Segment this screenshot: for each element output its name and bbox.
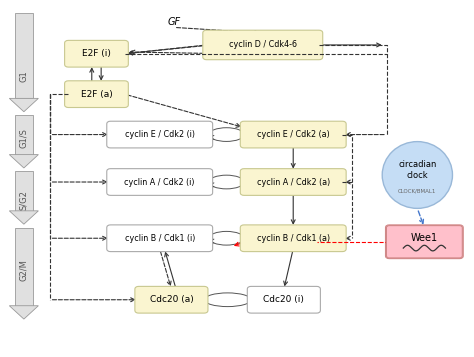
Text: cyclin B / Cdk1 (a): cyclin B / Cdk1 (a) xyxy=(256,234,330,243)
FancyBboxPatch shape xyxy=(15,228,33,306)
Text: Cdc20 (a): Cdc20 (a) xyxy=(149,295,193,304)
FancyBboxPatch shape xyxy=(240,169,346,195)
Polygon shape xyxy=(9,155,38,168)
FancyBboxPatch shape xyxy=(107,121,213,148)
FancyBboxPatch shape xyxy=(64,40,128,67)
Ellipse shape xyxy=(209,175,244,189)
FancyBboxPatch shape xyxy=(107,169,213,195)
FancyBboxPatch shape xyxy=(386,226,462,258)
FancyBboxPatch shape xyxy=(203,30,323,60)
Ellipse shape xyxy=(204,293,251,307)
FancyBboxPatch shape xyxy=(135,286,208,313)
Text: cyclin E / Cdk2 (a): cyclin E / Cdk2 (a) xyxy=(257,130,329,139)
Text: Cdc20 (i): Cdc20 (i) xyxy=(264,295,304,304)
FancyBboxPatch shape xyxy=(107,225,213,252)
FancyBboxPatch shape xyxy=(385,225,463,258)
FancyBboxPatch shape xyxy=(247,286,320,313)
Text: cyclin A / Cdk2 (i): cyclin A / Cdk2 (i) xyxy=(125,177,195,186)
Text: G1/S: G1/S xyxy=(19,128,28,148)
Text: circadian
clock: circadian clock xyxy=(398,160,437,180)
Text: cyclin B / Cdk1 (i): cyclin B / Cdk1 (i) xyxy=(125,234,195,243)
FancyBboxPatch shape xyxy=(240,121,346,148)
FancyBboxPatch shape xyxy=(15,13,33,99)
Text: G1: G1 xyxy=(19,71,28,82)
Polygon shape xyxy=(9,306,38,319)
FancyBboxPatch shape xyxy=(240,225,346,252)
Ellipse shape xyxy=(209,231,244,245)
FancyBboxPatch shape xyxy=(15,115,33,155)
Text: GF: GF xyxy=(167,17,180,27)
Text: cyclin E / Cdk2 (i): cyclin E / Cdk2 (i) xyxy=(125,130,195,139)
Polygon shape xyxy=(9,211,38,224)
Text: cyclin D / Cdk4-6: cyclin D / Cdk4-6 xyxy=(229,40,297,50)
Text: Wee1: Wee1 xyxy=(412,237,437,246)
Ellipse shape xyxy=(209,128,244,141)
Text: E2F (a): E2F (a) xyxy=(81,90,112,99)
Text: E2F (i): E2F (i) xyxy=(82,49,111,58)
Text: cyclin A / Cdk2 (a): cyclin A / Cdk2 (a) xyxy=(256,177,330,186)
FancyBboxPatch shape xyxy=(15,171,33,211)
FancyBboxPatch shape xyxy=(64,81,128,107)
Text: CLOCK/BMAL1: CLOCK/BMAL1 xyxy=(398,188,437,193)
Text: Wee1: Wee1 xyxy=(411,233,438,243)
Text: G2/M: G2/M xyxy=(19,259,28,281)
Text: S/G2: S/G2 xyxy=(19,190,28,210)
Polygon shape xyxy=(9,99,38,112)
Ellipse shape xyxy=(382,142,453,208)
